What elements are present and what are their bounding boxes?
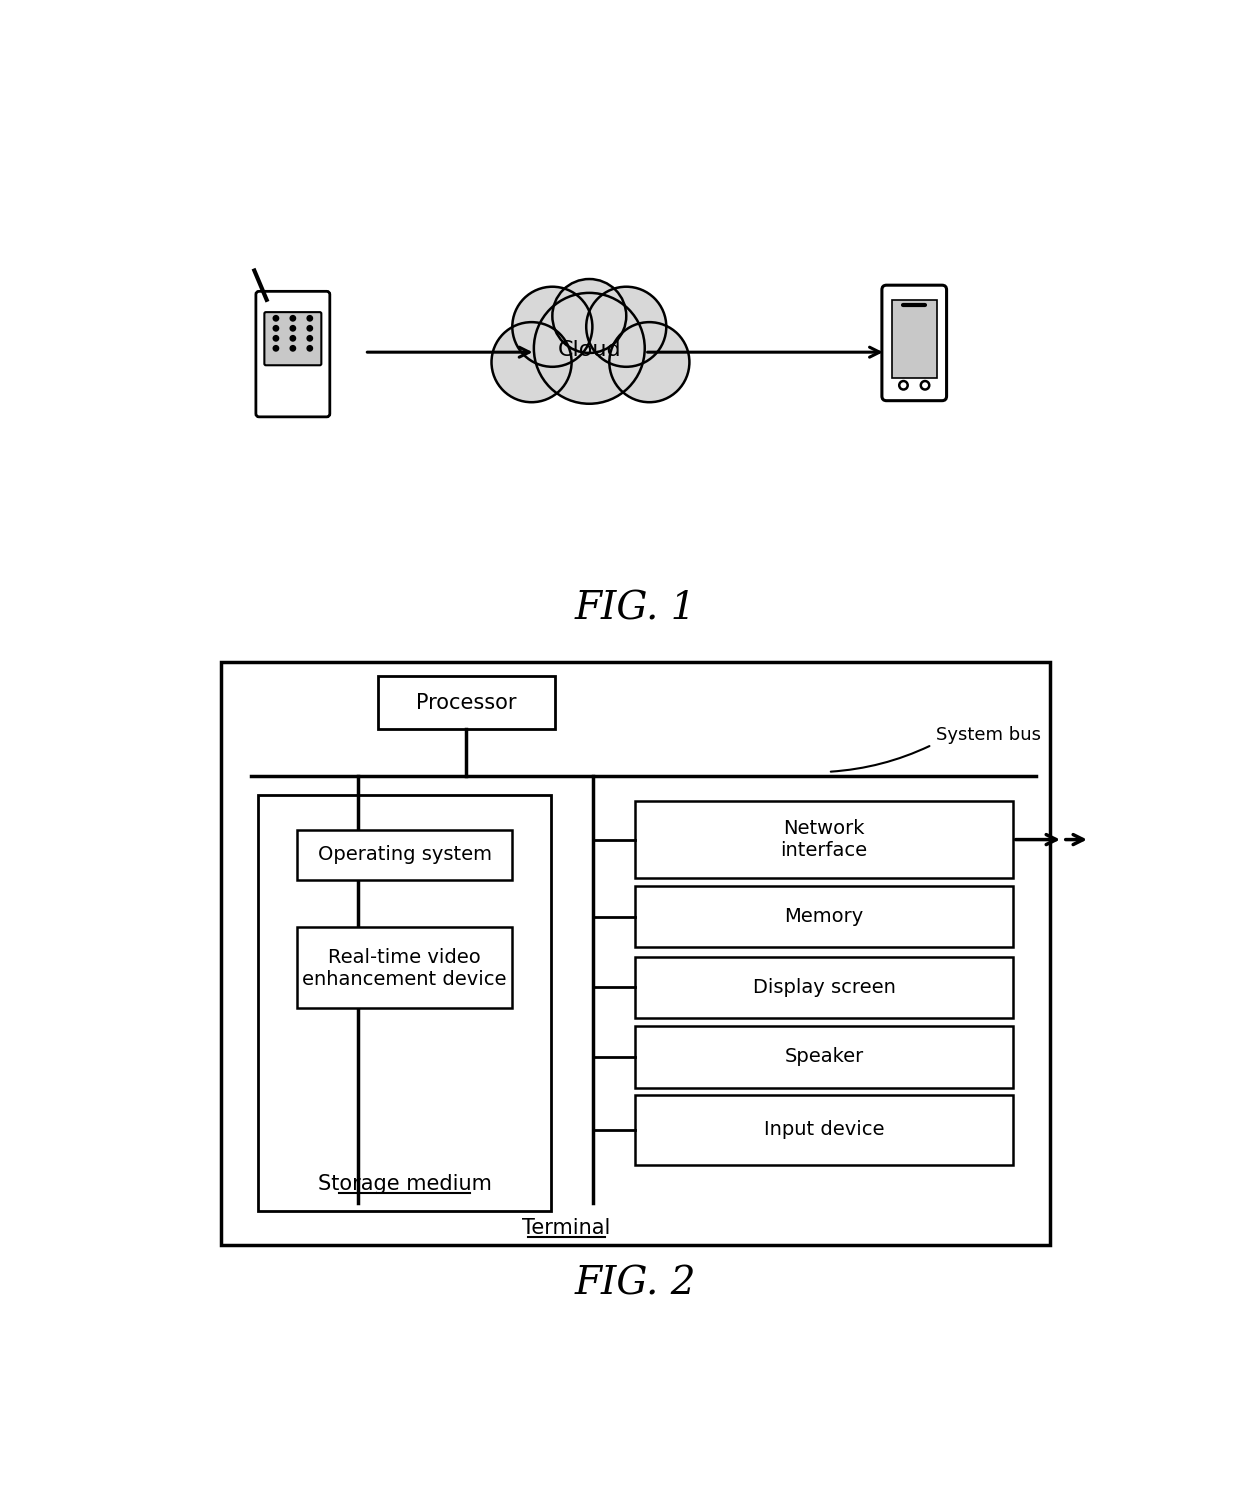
Text: Processor: Processor [415, 692, 516, 713]
Text: Cloud: Cloud [558, 340, 621, 359]
FancyBboxPatch shape [377, 677, 554, 729]
Text: Memory: Memory [785, 907, 864, 926]
Circle shape [609, 322, 689, 403]
Text: Network
interface: Network interface [781, 819, 868, 860]
FancyBboxPatch shape [882, 285, 946, 401]
Circle shape [290, 346, 295, 350]
Circle shape [290, 325, 295, 331]
Circle shape [290, 335, 295, 341]
Circle shape [308, 325, 312, 331]
FancyBboxPatch shape [221, 662, 1050, 1245]
FancyBboxPatch shape [635, 957, 1013, 1018]
Circle shape [273, 325, 279, 331]
Text: System bus: System bus [936, 726, 1040, 744]
Circle shape [308, 316, 312, 321]
Circle shape [587, 286, 666, 367]
FancyBboxPatch shape [635, 1026, 1013, 1087]
Text: FIG. 2: FIG. 2 [575, 1266, 696, 1302]
Text: Terminal: Terminal [522, 1218, 610, 1238]
Circle shape [512, 286, 593, 367]
Circle shape [273, 316, 279, 321]
Circle shape [273, 335, 279, 341]
Circle shape [308, 335, 312, 341]
FancyBboxPatch shape [635, 1096, 1013, 1164]
Circle shape [552, 279, 626, 353]
Text: Storage medium: Storage medium [317, 1173, 491, 1194]
FancyBboxPatch shape [298, 927, 512, 1008]
FancyBboxPatch shape [298, 829, 512, 880]
Circle shape [534, 292, 645, 404]
Text: Real-time video
enhancement device: Real-time video enhancement device [303, 948, 507, 989]
Text: Speaker: Speaker [785, 1047, 864, 1066]
FancyBboxPatch shape [264, 312, 321, 365]
Text: FIG. 1: FIG. 1 [575, 590, 696, 628]
Circle shape [290, 316, 295, 321]
FancyBboxPatch shape [258, 795, 551, 1211]
Circle shape [491, 322, 572, 403]
FancyBboxPatch shape [255, 291, 330, 417]
FancyBboxPatch shape [635, 886, 1013, 947]
Text: Operating system: Operating system [317, 845, 491, 865]
FancyBboxPatch shape [635, 801, 1013, 878]
FancyBboxPatch shape [892, 300, 936, 379]
Text: Display screen: Display screen [753, 978, 895, 997]
Circle shape [273, 346, 279, 350]
Circle shape [308, 346, 312, 350]
Text: Input device: Input device [764, 1120, 884, 1139]
